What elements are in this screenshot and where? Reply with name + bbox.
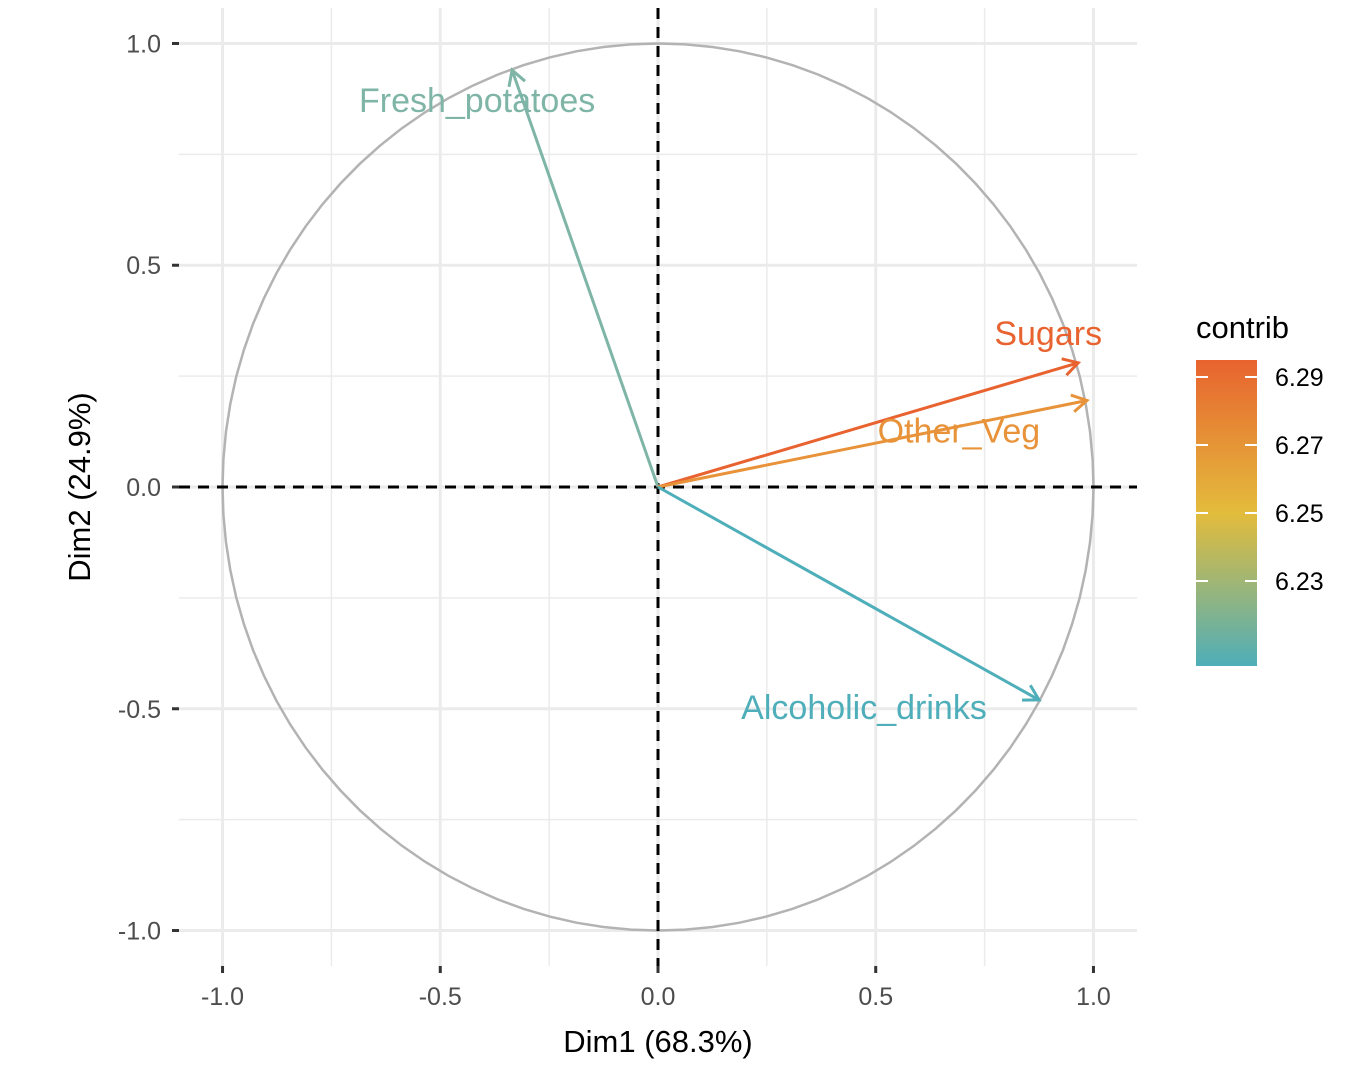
label-other-veg: Other_Veg: [878, 413, 1041, 451]
arrow-alcoholic-drinks: [657, 485, 1040, 702]
arrowhead-fresh-potatoes: [507, 67, 526, 88]
legend-break-label: 6.27: [1275, 432, 1324, 460]
legend-break-label: 6.23: [1275, 568, 1324, 596]
legend-break-label: 6.25: [1275, 500, 1324, 528]
x-tick-label: -0.5: [419, 983, 462, 1011]
x-axis-title: Dim1 (68.3%): [563, 1024, 753, 1059]
arrow-fresh-potatoes: [510, 69, 660, 488]
y-tick-label: 1.0: [126, 30, 161, 58]
y-tick-label: -0.5: [118, 696, 161, 724]
arrowhead-sugars: [1061, 357, 1082, 377]
y-tick-label: -1.0: [118, 918, 161, 946]
variable-labels: Fresh_potatoes Sugars Other_Veg Alcoholic_d…: [359, 82, 1102, 727]
y-axis-title: Dim2 (24.9%): [62, 392, 97, 582]
label-fresh-potatoes: Fresh_potatoes: [359, 82, 595, 120]
axes: -1.0 -0.5 0.0 0.5 1.0 -1.0 -0.5 0.0 0.5 1.0: [118, 30, 1111, 1011]
legend-break-label: 6.29: [1275, 364, 1324, 392]
x-tick-label: 1.0: [1076, 983, 1111, 1011]
label-alcoholic-drinks: Alcoholic_drinks: [741, 689, 987, 727]
y-tick-label: 0.0: [126, 474, 161, 502]
arrowhead-other-veg: [1070, 393, 1090, 413]
arrow-sugars: [657, 361, 1079, 489]
label-sugars: Sugars: [994, 315, 1102, 353]
legend: contrib 6.29 6.27 6.25 6.23: [1196, 310, 1324, 666]
x-tick-label: 0.5: [858, 983, 893, 1011]
arrow-other-veg: [657, 399, 1088, 489]
x-tick-label: -1.0: [201, 983, 244, 1011]
y-tick-label: 0.5: [126, 252, 161, 280]
variable-arrows: [507, 67, 1090, 702]
arrowhead-alcoholic-drinks: [1022, 684, 1042, 702]
legend-title: contrib: [1196, 310, 1289, 345]
x-tick-label: 0.0: [641, 983, 676, 1011]
